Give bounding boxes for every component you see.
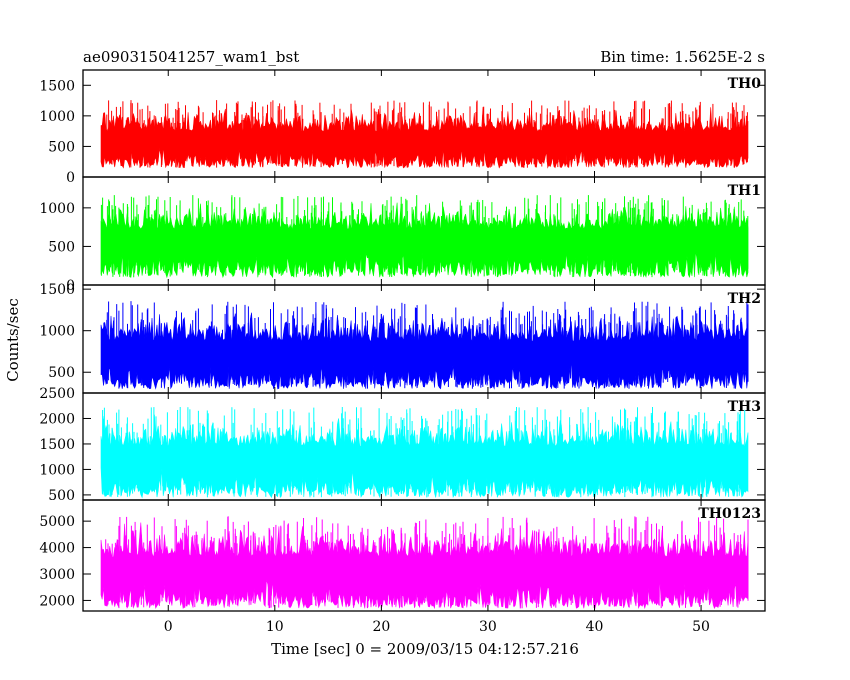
figure-title-left: ae090315041257_wam1_bst	[83, 48, 299, 66]
series-th2-spikes	[103, 301, 749, 389]
y-tick-label: 2000	[39, 411, 75, 427]
panel-name-label: TH1	[728, 183, 761, 199]
y-tick-label: 0	[66, 278, 75, 294]
y-tick-label: 1000	[39, 109, 75, 125]
y-axis-label: Counts/sec	[4, 298, 22, 382]
y-tick-label: 500	[48, 488, 75, 504]
x-tick-label: 40	[586, 619, 604, 635]
panel-th1: 0 500 1000 TH1	[39, 176, 766, 294]
x-tick-label: 0	[164, 619, 173, 635]
panel-name-label: TH2	[728, 291, 761, 307]
series-th1-spikes	[100, 195, 749, 278]
y-tick-label: 500	[48, 139, 75, 155]
y-tick-label: 1500	[39, 282, 75, 298]
y-tick-label: 0	[66, 170, 75, 186]
panel-th0: 0 500 1000 1500 TH0	[39, 69, 766, 186]
y-tick-label: 1000	[39, 324, 75, 340]
y-tick-label: 500	[48, 239, 75, 255]
panel-name-label: TH3	[728, 399, 761, 415]
y-tick-label: 1500	[39, 78, 75, 94]
panel-th3: 500 1000 1500 2000 2500 TH3	[39, 386, 766, 504]
y-tick-label: 1000	[39, 201, 75, 217]
series-th3-spikes	[102, 407, 746, 498]
panel-name-label: TH0	[728, 76, 762, 92]
x-tick-label: 50	[692, 619, 710, 635]
y-tick-label: 3000	[39, 567, 75, 583]
y-tick-label: 2500	[39, 386, 75, 402]
panels-group: 0 500 1000 1500 TH0 0 500 1000 TH1 500 1000 1500 TH2…	[39, 69, 766, 612]
x-tick-label: 30	[479, 619, 497, 635]
y-tick-label: 2000	[39, 593, 75, 609]
panel-th0123: 2000 3000 4000 5000 TH0123	[39, 499, 766, 612]
series-th0-spikes	[103, 100, 748, 168]
panel-name-label: TH0123	[698, 506, 761, 522]
y-tick-label: 5000	[39, 514, 75, 530]
y-tick-label: 1000	[39, 462, 75, 478]
x-axis-label: Time [sec] 0 = 2009/03/15 04:12:57.216	[271, 640, 579, 658]
panel-frame	[82, 499, 766, 612]
figure-title-right: Bin time: 1.5625E-2 s	[600, 48, 765, 66]
y-tick-label: 500	[48, 365, 75, 381]
y-tick-label: 1500	[39, 437, 75, 453]
x-tick-label: 20	[372, 619, 390, 635]
series-th3-line	[100, 414, 749, 499]
y-tick-label: 4000	[39, 541, 75, 557]
x-tick-label: 10	[266, 619, 284, 635]
panel-th2: 500 1000 1500 TH2	[39, 282, 766, 394]
x-axis: 0 10 20 30 40 50	[164, 619, 710, 635]
series-th0123-spikes	[105, 516, 749, 609]
